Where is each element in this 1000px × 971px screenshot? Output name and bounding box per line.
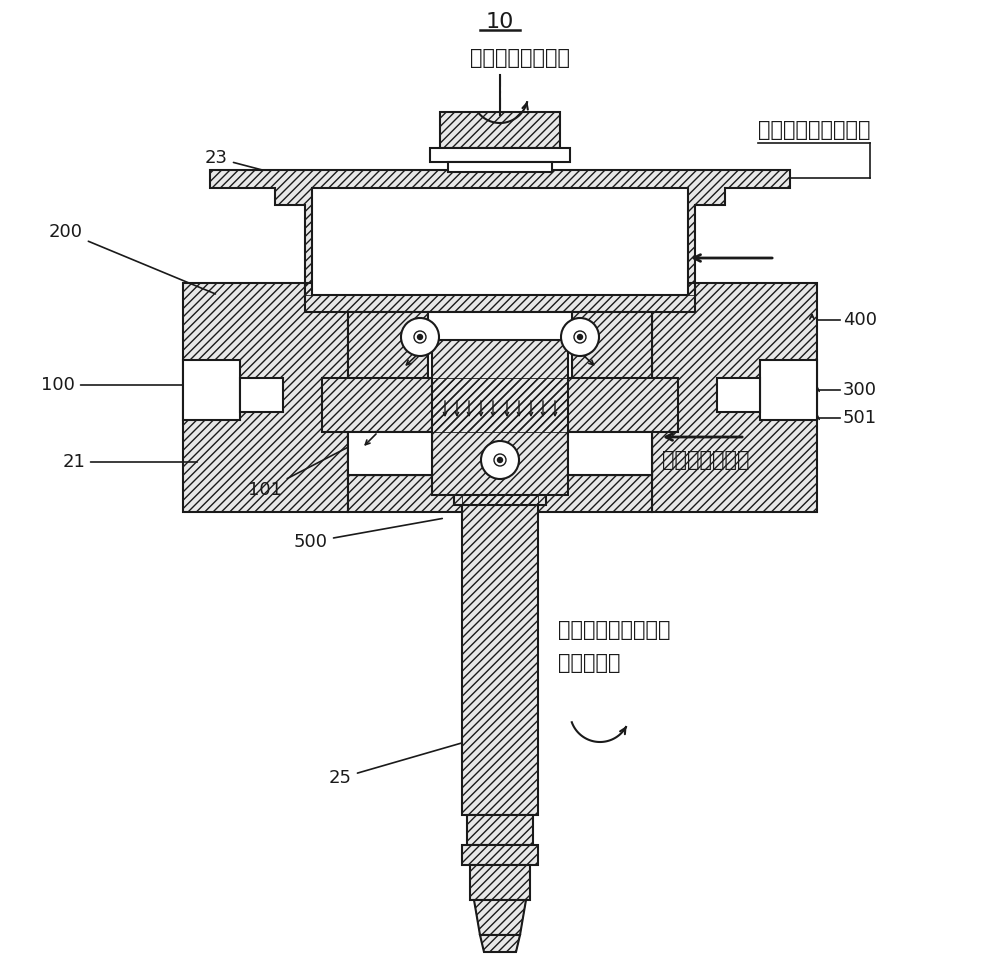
Text: 100: 100 xyxy=(41,376,189,394)
Circle shape xyxy=(418,334,422,340)
Polygon shape xyxy=(652,283,817,512)
Polygon shape xyxy=(348,475,652,512)
Polygon shape xyxy=(467,815,533,845)
Polygon shape xyxy=(322,378,678,432)
Text: 背压力作用方向: 背压力作用方向 xyxy=(662,450,750,470)
Text: 501: 501 xyxy=(843,409,877,427)
Polygon shape xyxy=(448,162,552,172)
Text: 转力矩方向: 转力矩方向 xyxy=(558,653,620,673)
Text: 10: 10 xyxy=(486,12,514,32)
Polygon shape xyxy=(348,432,432,475)
Text: 200: 200 xyxy=(49,223,215,294)
Circle shape xyxy=(481,441,519,479)
Polygon shape xyxy=(440,112,560,148)
Polygon shape xyxy=(572,312,652,475)
Polygon shape xyxy=(454,490,546,505)
Circle shape xyxy=(494,454,506,466)
Text: 23: 23 xyxy=(205,149,309,183)
Polygon shape xyxy=(428,312,572,378)
Text: 动盘倾覆力矩方向: 动盘倾覆力矩方向 xyxy=(470,48,570,68)
Polygon shape xyxy=(480,935,520,952)
Polygon shape xyxy=(305,283,695,312)
Circle shape xyxy=(561,318,599,356)
Polygon shape xyxy=(760,360,817,420)
Text: 300: 300 xyxy=(843,381,877,399)
Polygon shape xyxy=(348,312,428,475)
Polygon shape xyxy=(474,900,526,935)
Polygon shape xyxy=(470,865,530,900)
Circle shape xyxy=(578,334,582,340)
Text: 动盘背压力产生的翻: 动盘背压力产生的翻 xyxy=(558,620,670,640)
Polygon shape xyxy=(717,378,760,412)
Circle shape xyxy=(498,457,503,462)
Text: 21: 21 xyxy=(62,453,197,471)
Polygon shape xyxy=(568,432,652,475)
Polygon shape xyxy=(462,495,538,815)
Polygon shape xyxy=(462,845,538,865)
Text: 101: 101 xyxy=(248,441,360,499)
Text: 动盘气体力作用方向: 动盘气体力作用方向 xyxy=(758,120,870,140)
Polygon shape xyxy=(183,283,348,512)
Polygon shape xyxy=(312,188,688,295)
Polygon shape xyxy=(432,340,568,495)
Polygon shape xyxy=(430,148,570,162)
Circle shape xyxy=(414,331,426,343)
Text: 500: 500 xyxy=(294,519,442,551)
Text: 400: 400 xyxy=(843,311,877,329)
Circle shape xyxy=(574,331,586,343)
Text: 25: 25 xyxy=(329,741,469,787)
Polygon shape xyxy=(240,378,283,412)
Polygon shape xyxy=(210,170,790,295)
Circle shape xyxy=(401,318,439,356)
Polygon shape xyxy=(183,360,240,420)
